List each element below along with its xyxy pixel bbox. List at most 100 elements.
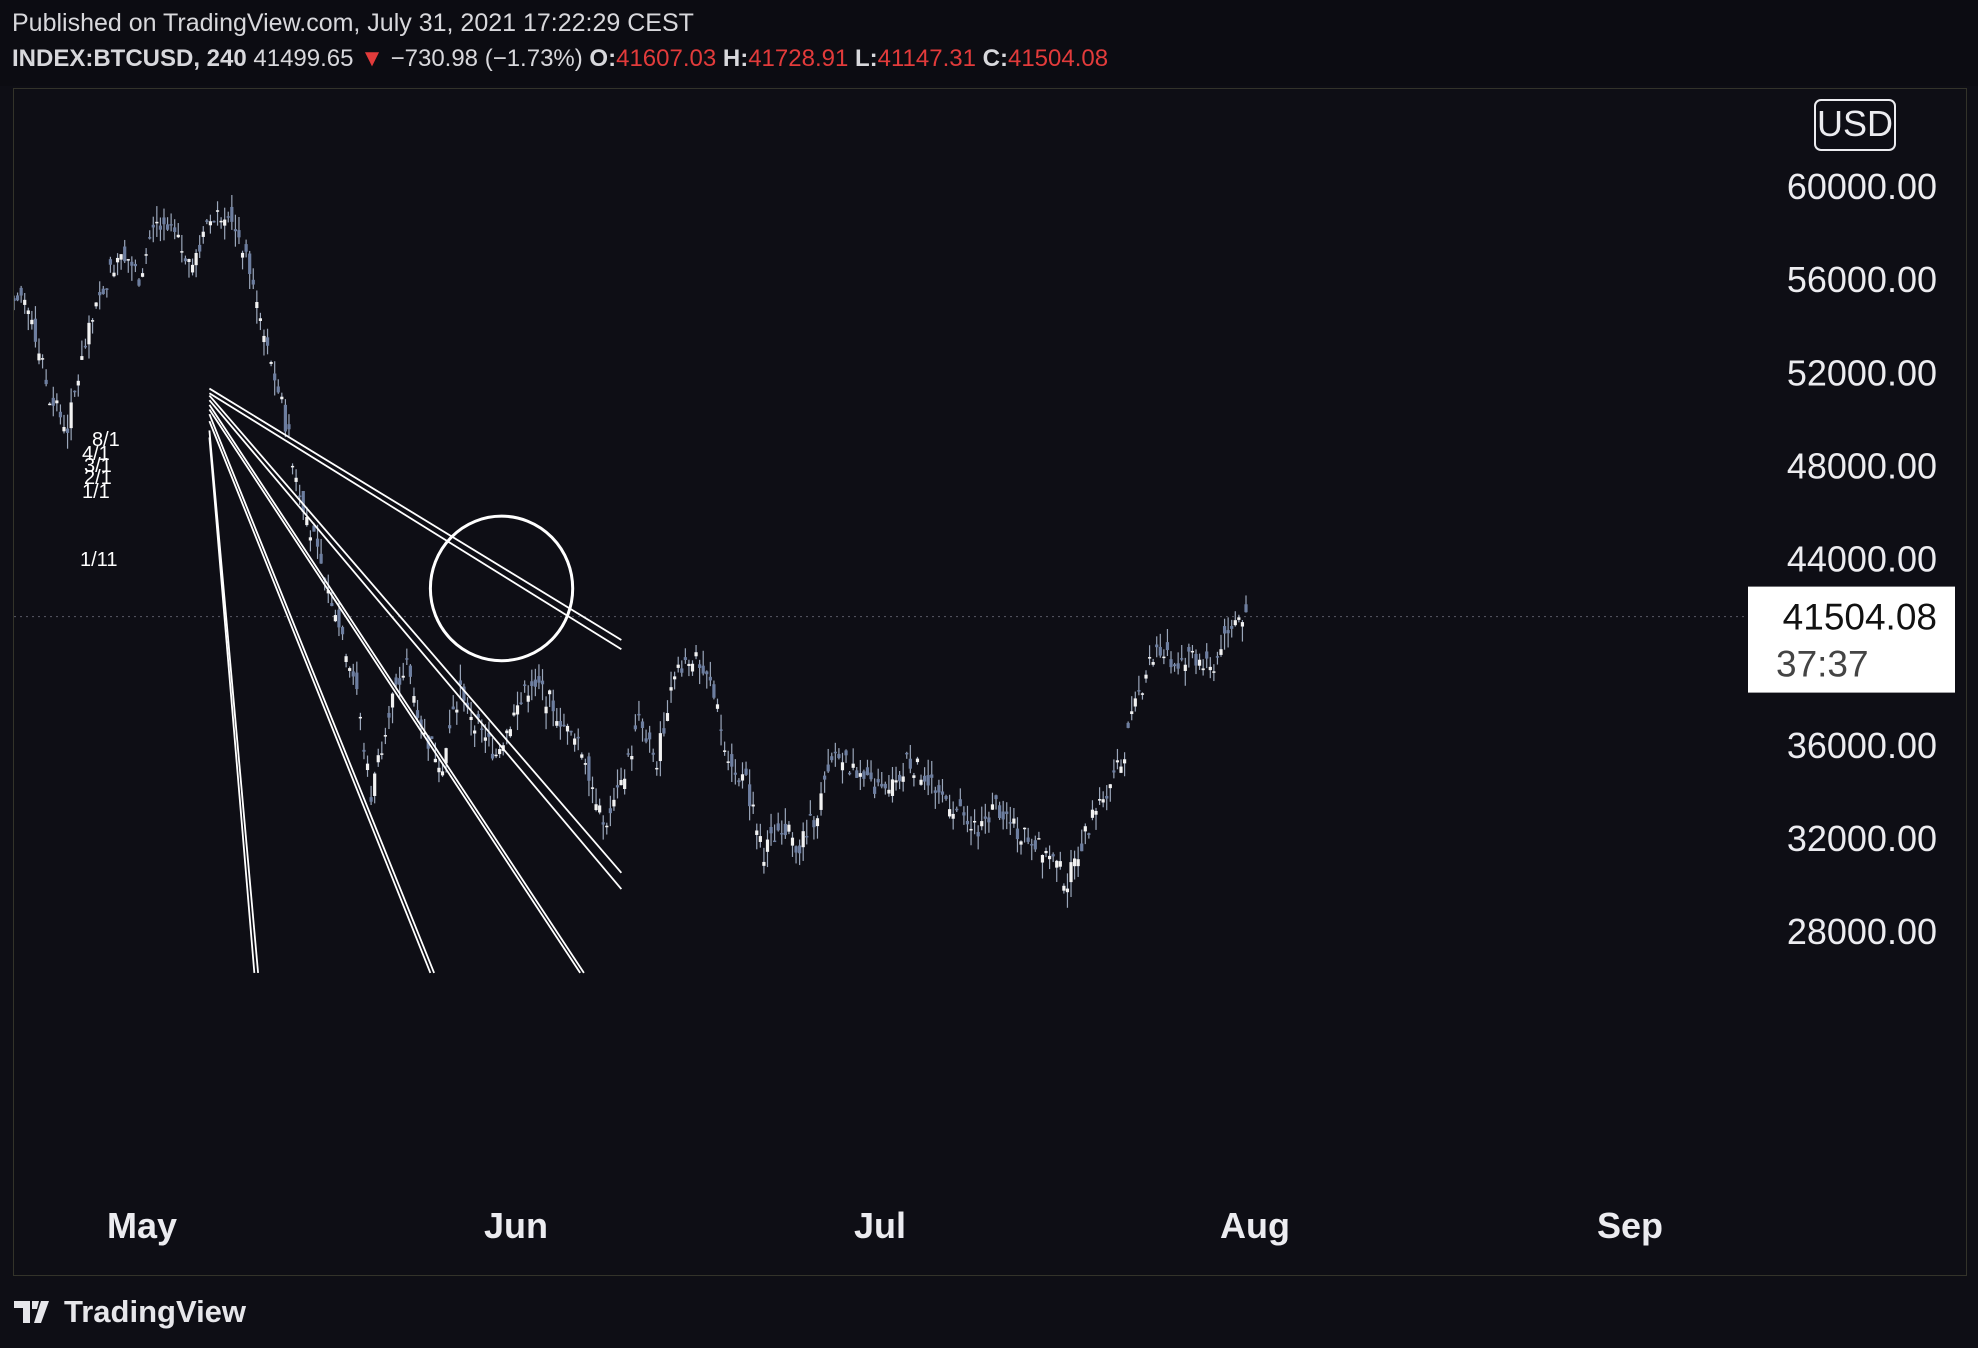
candle-body — [580, 754, 584, 758]
candle-body — [480, 728, 484, 730]
candle-body — [823, 775, 827, 780]
candle-body — [844, 750, 848, 756]
candle-body — [123, 246, 127, 262]
candle-body — [373, 773, 377, 796]
candle-body — [276, 386, 280, 393]
candle-body — [23, 299, 27, 305]
candle-body — [719, 729, 723, 731]
candle-body — [140, 273, 145, 277]
candle-body — [119, 254, 123, 260]
candle-body — [669, 687, 673, 691]
current-price-label: 41504.08 — [1783, 597, 1937, 638]
candle-body — [401, 675, 405, 678]
candle-body — [948, 809, 952, 817]
candle-body — [737, 780, 741, 783]
candle-body — [1019, 841, 1023, 845]
high-label: H: — [722, 45, 749, 72]
candle-body — [1058, 861, 1062, 867]
candle-body — [44, 379, 48, 385]
candle-body — [908, 758, 912, 769]
candle-body — [233, 229, 238, 232]
candle-body — [1112, 770, 1116, 773]
candle-body — [833, 751, 837, 754]
symbol-label[interactable]: INDEX:BTCUSD, 240 — [12, 45, 247, 72]
candle-body — [165, 224, 170, 230]
candle-body — [1212, 671, 1216, 673]
candle-body — [1051, 854, 1055, 857]
candle-body — [548, 690, 552, 695]
candle-body — [583, 763, 587, 765]
candle-body — [176, 234, 180, 238]
candle-body — [951, 813, 955, 819]
candle-body — [587, 756, 591, 781]
candle-body — [1219, 649, 1223, 655]
candle-body — [805, 835, 809, 838]
candle-body — [237, 230, 241, 238]
candle-body — [883, 783, 887, 789]
candle-body — [723, 750, 727, 752]
candle-body — [698, 664, 702, 668]
fan-line — [208, 394, 623, 874]
candle-body — [55, 400, 59, 404]
candle-body — [1172, 664, 1177, 667]
candle-body — [640, 721, 645, 728]
candle-body — [1015, 828, 1020, 840]
candle-body — [944, 795, 948, 799]
candle-body — [912, 775, 916, 778]
candle-body — [2, 301, 5, 303]
candle-body — [980, 821, 984, 827]
candle-body — [37, 353, 41, 361]
candle-body — [762, 861, 766, 866]
y-tick-label: 60000.00 — [1787, 166, 1937, 207]
price-chart[interactable]: 8/14/13/12/11/1 1/11 60000.00 56000.00 52000… — [0, 0, 1978, 1280]
candle-body — [826, 764, 830, 772]
candle-body — [58, 411, 63, 418]
candle-body — [544, 706, 548, 714]
candle-body — [83, 345, 88, 348]
candle-body — [469, 716, 473, 721]
candle-body — [751, 804, 755, 807]
candle-body — [926, 775, 930, 786]
candle-body — [933, 790, 937, 793]
candle-body — [1208, 666, 1212, 671]
candle-body — [287, 424, 291, 430]
candle-body — [1069, 862, 1073, 883]
candle-body — [344, 656, 348, 663]
low-label: L: — [854, 45, 878, 72]
candle-body — [244, 244, 248, 252]
candle-body — [1237, 617, 1241, 620]
candle-body — [151, 224, 155, 228]
candle-body — [369, 797, 373, 802]
candle-body — [808, 814, 812, 816]
candle-body — [998, 805, 1002, 819]
candle-body — [1101, 799, 1105, 803]
candle-body — [101, 288, 105, 295]
fan-line — [208, 404, 585, 974]
candle-body — [612, 799, 616, 807]
candle-body — [137, 279, 141, 286]
fan-label: 2/1 — [84, 467, 112, 489]
close-label: C: — [982, 45, 1008, 72]
candle-body — [758, 836, 762, 842]
candle-body — [748, 784, 752, 807]
candle-body — [644, 738, 648, 742]
candle-body — [1233, 620, 1237, 626]
candle-body — [848, 772, 852, 775]
candle-body — [208, 221, 213, 226]
currency-label: USD — [1817, 103, 1893, 144]
candle-body — [330, 603, 334, 607]
candle-body — [569, 730, 573, 733]
candle-body — [1180, 658, 1184, 660]
candle-body — [851, 763, 855, 768]
fan-line — [208, 399, 623, 890]
candle-body — [901, 776, 905, 782]
candle-body — [476, 714, 480, 719]
candle-body — [337, 609, 341, 628]
candle-body — [783, 823, 787, 836]
candle-body — [390, 693, 395, 708]
candle-body — [1176, 663, 1180, 669]
fan-line — [208, 437, 256, 973]
candle-body — [305, 516, 309, 526]
candle-body — [1158, 646, 1162, 656]
candle-body — [887, 789, 891, 794]
